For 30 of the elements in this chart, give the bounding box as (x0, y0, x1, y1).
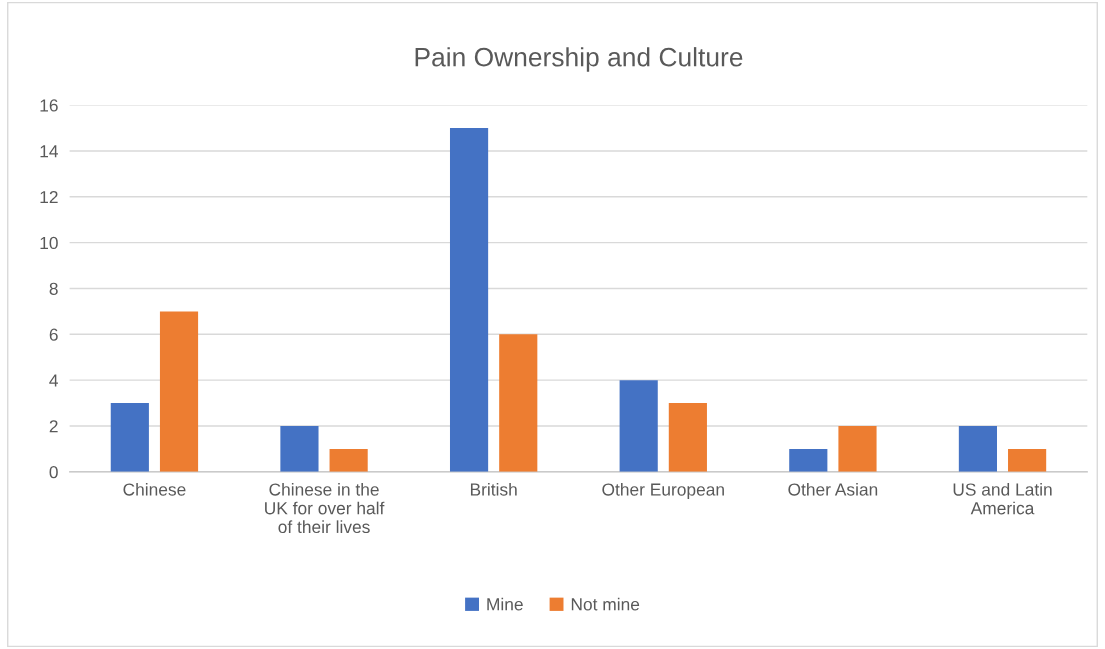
legend-label: Mine (487, 597, 523, 611)
y-tick-label: 10 (40, 236, 58, 250)
y-tick-label: 8 (49, 282, 58, 295)
y-tick-label: 0 (49, 465, 58, 479)
x-tick-label: Other European (602, 482, 724, 500)
bar (110, 403, 149, 472)
y-tick-label: 12 (40, 190, 58, 204)
bar (789, 448, 828, 472)
x-tick-label: US and Latin America (953, 482, 1052, 515)
bar (280, 425, 319, 472)
bar (958, 425, 997, 472)
x-tick-label: British (470, 482, 517, 496)
bar (1008, 448, 1047, 472)
y-tick-label: 16 (40, 99, 58, 112)
bar (619, 380, 658, 472)
y-tick-label: 14 (40, 145, 58, 158)
bar (159, 311, 199, 472)
bar (329, 448, 368, 472)
y-tick-label: 6 (49, 328, 58, 341)
y-tick-label: 4 (49, 374, 58, 387)
bar (838, 425, 877, 472)
x-tick-label: Chinese in the UK for over half of their lives (265, 482, 385, 534)
x-tick-label: Other Asian (788, 482, 878, 496)
y-tick-label: 2 (49, 420, 58, 433)
bar (449, 128, 489, 472)
bar (499, 334, 538, 472)
bar (668, 403, 707, 472)
legend-label: Not mine (571, 597, 640, 611)
x-tick-label: Chinese (123, 482, 186, 496)
chart-title: Pain Ownership and Culture (415, 47, 743, 72)
